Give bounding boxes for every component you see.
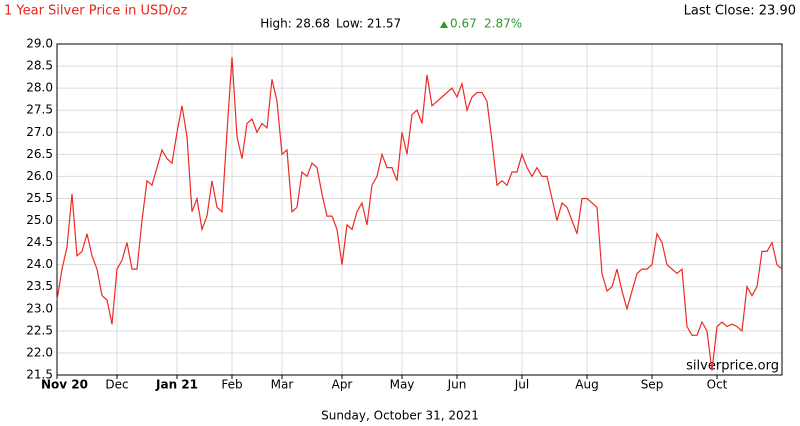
x-tick-label: Aug [575, 378, 598, 392]
y-tick-label: 22.0 [26, 345, 53, 359]
y-tick-label: 22.5 [26, 323, 53, 337]
last-close: Last Close: 23.90 [684, 4, 796, 19]
x-tick-label: Jul [514, 378, 529, 392]
y-tick-label: 23.0 [26, 301, 53, 315]
x-tick-label: May [390, 378, 415, 392]
y-tick-label: 25.5 [26, 191, 53, 205]
plot-frame [56, 43, 783, 376]
x-tick-label: Jan 21 [155, 378, 198, 392]
y-tick-label: 26.5 [26, 147, 53, 161]
source-watermark: silverprice.org [686, 359, 779, 374]
chart-title: 1 Year Silver Price in USD/oz [4, 4, 188, 19]
y-tick-label: 27.0 [26, 125, 53, 139]
y-tick-label: 24.5 [26, 235, 53, 249]
x-tick-label: Feb [221, 378, 242, 392]
x-tick-label: Oct [707, 378, 728, 392]
y-tick-label: 28.0 [26, 81, 53, 95]
x-tick-label: Dec [105, 378, 128, 392]
y-tick-label: 21.5 [26, 368, 53, 382]
change-pct-stat: 2.87% [484, 17, 522, 31]
x-tick-label: Apr [332, 378, 353, 392]
x-tick-label: Jun [447, 378, 467, 392]
change-stat: 0.67 [450, 17, 477, 31]
y-tick-label: 27.5 [26, 103, 53, 117]
y-tick-label: 26.0 [26, 169, 53, 183]
y-tick-label: 24.0 [26, 257, 53, 271]
x-tick-label: Nov 20 [41, 378, 88, 392]
x-tick-label: Mar [271, 378, 294, 392]
up-arrow [440, 21, 448, 28]
date-footer: Sunday, October 31, 2021 [321, 409, 479, 423]
price-line [56, 57, 783, 371]
x-tick-label: Sep [641, 378, 664, 392]
y-tick-label: 28.5 [26, 59, 53, 73]
high-stat: High: 28.68 [260, 17, 330, 31]
y-tick-label: 23.5 [26, 279, 53, 293]
y-tick-label: 29.0 [26, 37, 53, 51]
y-tick-label: 25.0 [26, 213, 53, 227]
low-stat: Low: 21.57 [336, 17, 401, 31]
